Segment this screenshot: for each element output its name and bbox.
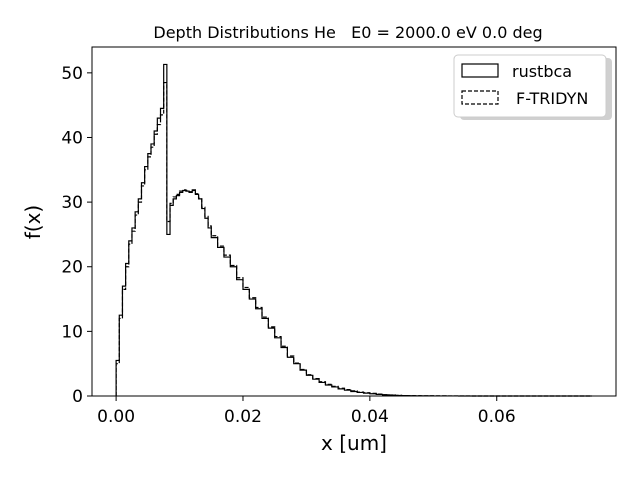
- x-tick-label: 0.00: [97, 407, 135, 427]
- y-tick-label: 0: [72, 387, 83, 407]
- y-tick-label: 20: [61, 258, 83, 278]
- x-tick-label: 0.02: [224, 407, 262, 427]
- y-axis-ticks: 0 10 20 30 40 50: [61, 64, 92, 407]
- y-axis-label: f(x): [21, 205, 45, 239]
- x-axis-ticks: 0.00 0.02 0.04 0.06: [97, 396, 516, 427]
- x-axis-label: x [um]: [321, 431, 387, 455]
- x-tick-label: 0.06: [478, 407, 516, 427]
- y-tick-label: 50: [61, 64, 83, 84]
- legend-swatch-rustbca: [461, 63, 499, 78]
- legend-box: [453, 54, 607, 118]
- legend: rustbca F-TRIDYN: [453, 54, 612, 120]
- plot-area: [91, 46, 617, 397]
- x-tick-label: 0.04: [351, 407, 389, 427]
- chart-title: Depth Distributions He E0 = 2000.0 eV 0.…: [153, 23, 542, 42]
- y-tick-label: 40: [61, 128, 83, 148]
- legend-swatch-f-tridyn: [461, 90, 499, 105]
- y-tick-label: 30: [61, 193, 83, 213]
- legend-label-rustbca: rustbca: [512, 62, 572, 81]
- y-tick-label: 10: [61, 322, 83, 342]
- axes-frame: [91, 46, 617, 397]
- legend-label-f-tridyn: F-TRIDYN: [516, 89, 588, 108]
